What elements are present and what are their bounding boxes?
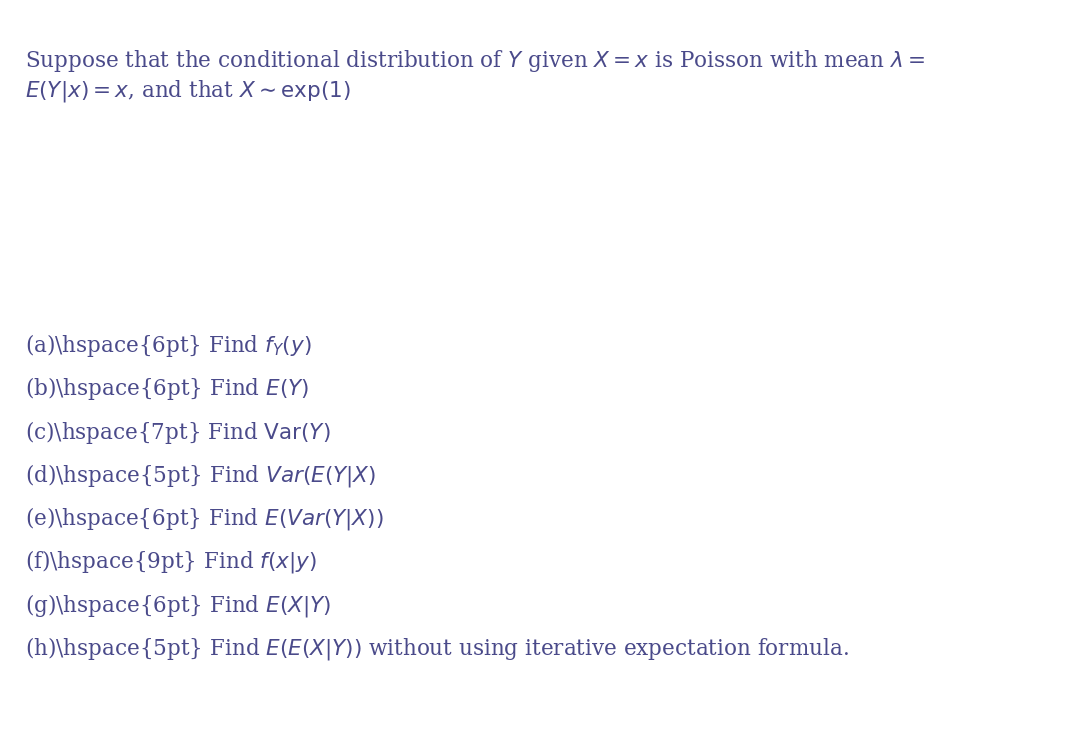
Text: (d)\hspace{5pt} Find $\mathit{Var}(E(Y|X)$: (d)\hspace{5pt} Find $\mathit{Var}(E(Y|X…: [25, 462, 376, 489]
Text: (h)\hspace{5pt} Find $E(E(X|Y))$ without using iterative expectation formula.: (h)\hspace{5pt} Find $E(E(X|Y))$ without…: [25, 635, 849, 662]
Text: (g)\hspace{6pt} Find $E(X|Y)$: (g)\hspace{6pt} Find $E(X|Y)$: [25, 592, 331, 618]
Text: (f)\hspace{9pt} Find $f(x|y)$: (f)\hspace{9pt} Find $f(x|y)$: [25, 548, 317, 575]
Text: Suppose that the conditional distribution of $Y$ given $X = x$ is Poisson with m: Suppose that the conditional distributio…: [25, 48, 925, 75]
Text: (b)\hspace{6pt} Find $E(Y)$: (b)\hspace{6pt} Find $E(Y)$: [25, 375, 309, 402]
Text: (e)\hspace{6pt} Find $E(\mathit{Var}(Y|X))$: (e)\hspace{6pt} Find $E(\mathit{Var}(Y|X…: [25, 505, 383, 532]
Text: (a)\hspace{6pt} Find $f_Y(y)$: (a)\hspace{6pt} Find $f_Y(y)$: [25, 332, 311, 359]
Text: (c)\hspace{7pt} Find $\mathrm{Var}(Y)$: (c)\hspace{7pt} Find $\mathrm{Var}(Y)$: [25, 419, 331, 445]
Text: $E(Y|x) = x$, and that $X \sim \exp(1)$: $E(Y|x) = x$, and that $X \sim \exp(1)$: [25, 78, 350, 104]
